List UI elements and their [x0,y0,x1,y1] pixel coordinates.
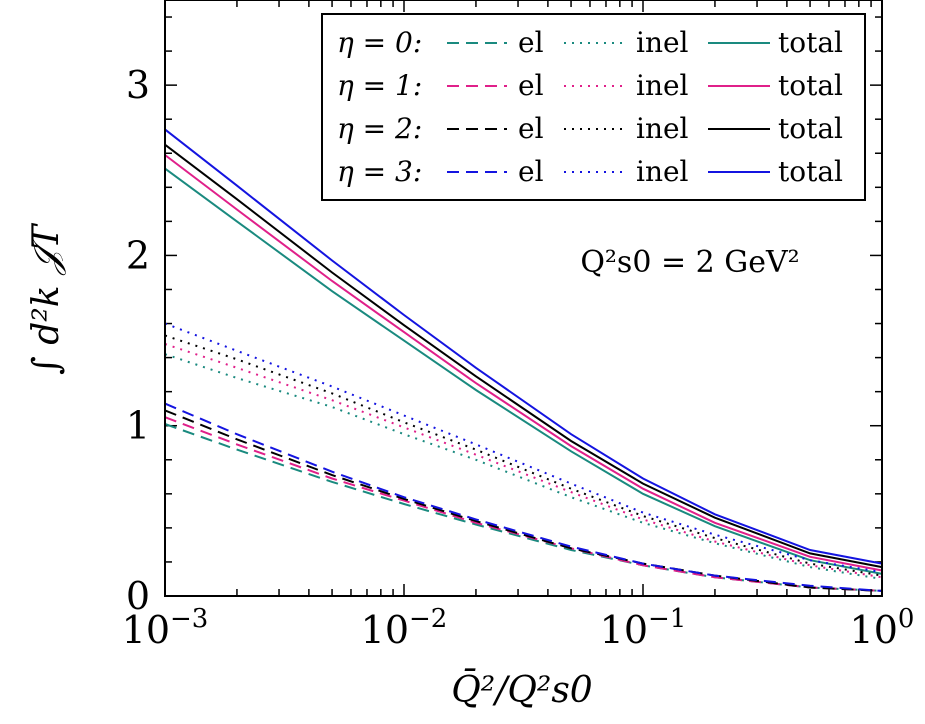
series-eta3-el [164,402,883,592]
axis-ticks [164,0,882,597]
legend-row: η = 1: el inel total [337,69,843,102]
legend-label-el: el [518,155,544,188]
x-axis-label: Q̄²/Q²s0 [451,668,592,711]
legend-box [321,13,866,201]
legend-label-total: total [778,155,843,188]
series-layer [164,128,883,592]
y-tick-label: 1 [126,404,150,448]
series-eta0-total [164,167,883,575]
x-tick-label-base: 10 [122,608,170,652]
series-eta1-inel [164,343,883,579]
y-tick-label: 0 [126,574,150,618]
legend-label-total: total [778,26,843,59]
y-tick-label: 2 [126,233,150,277]
legend-eta-label: η = 0: [337,26,422,59]
legend-eta-label: η = 2: [337,112,422,145]
x-tick-label: 100 [850,604,915,652]
legend-label-inel: inel [636,69,689,102]
legend-row: η = 3: el inel total [337,155,843,188]
series-eta3-inel [164,322,883,574]
x-tick-label-base: 10 [600,608,648,652]
legend-label-total: total [778,69,843,102]
legend-row: η = 0: el inel total [337,26,843,59]
series-eta0-inel [164,353,883,580]
x-tick-label-exp: −2 [409,604,447,634]
x-tick-label-exp: 0 [898,604,915,634]
x-tick-label: 10−1 [600,604,687,652]
annotation-qs0: Q²s0 = 2 GeV² [580,245,799,280]
x-tick-label-exp: −3 [170,604,208,634]
series-eta2-total [164,143,883,569]
series-eta0-el [164,423,883,592]
legend-label-el: el [518,112,544,145]
legend-eta-label: η = 3: [337,155,422,188]
series-eta1-el [164,416,883,592]
series-eta1-total [164,154,883,572]
legend-label-inel: inel [636,26,689,59]
y-tick-label: 3 [126,63,150,107]
legend-label-inel: inel [636,112,689,145]
legend-label-inel: inel [636,155,689,188]
legend-label-el: el [518,26,544,59]
y-axis-label: ∫ d²k 𝒥T [26,222,67,375]
plot-frame [164,0,883,597]
x-tick-label-base: 10 [850,608,898,652]
x-tick-label-exp: −1 [648,604,686,634]
legend-eta-label: η = 1: [337,69,422,102]
series-eta2-el [164,409,883,592]
legend-label-el: el [518,69,544,102]
x-tick-label: 10−2 [361,604,448,652]
legend-row: η = 2: el inel total [337,112,843,145]
series-eta3-total [164,128,883,565]
x-tick-label: 10−3 [122,604,209,652]
x-tick-label-base: 10 [361,608,409,652]
legend-label-total: total [778,112,843,145]
